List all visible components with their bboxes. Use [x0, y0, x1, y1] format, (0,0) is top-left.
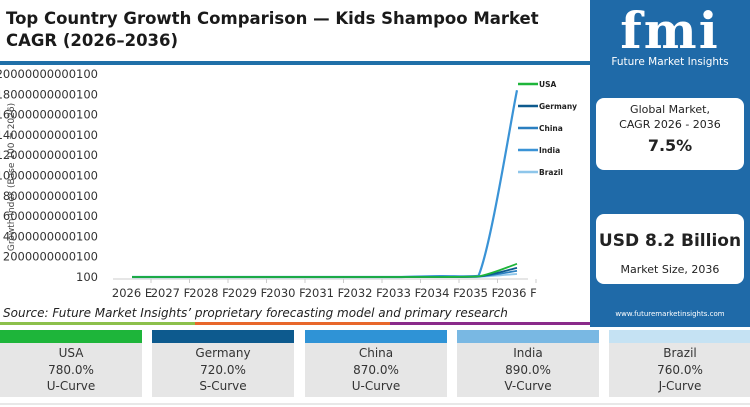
x-tick-label: 2031 F — [305, 286, 345, 300]
card-growth: 760.0% — [657, 362, 703, 377]
card-color-strip — [152, 330, 294, 343]
x-tick-label: 2030 F — [266, 286, 306, 300]
x-tick-label: 2027 F — [151, 286, 191, 300]
x-tick-label: 2032 F — [343, 286, 383, 300]
series-line-usa — [132, 262, 518, 278]
y-axis-title: Growth Index (Base 100 = 2026) — [7, 103, 17, 251]
y-tick-label: 20000000000100 — [0, 67, 98, 81]
y-tick-label: 10000000000100 — [0, 169, 98, 183]
cagr-label-2: CAGR 2026 - 2036 — [619, 118, 721, 131]
card-country: China — [358, 346, 394, 360]
y-tick-label: 4000000000100 — [3, 229, 98, 243]
x-tick-label: 2026 E — [112, 286, 152, 300]
country-card-usa: USA 780.0% U-Curve — [0, 330, 142, 397]
card-curve: U-Curve — [351, 379, 401, 393]
x-tick-label: 2036 F — [497, 286, 537, 300]
source-note: Source: Future Market Insights’ propriet… — [3, 306, 508, 320]
x-tick-label: 2034 F — [420, 286, 460, 300]
y-tick-label: 14000000000100 — [0, 128, 98, 142]
country-card-germany: Germany 720.0% S-Curve — [152, 330, 294, 397]
x-tick-label: 2028 F — [189, 286, 229, 300]
card-curve: J-Curve — [658, 379, 702, 393]
x-tick-label: 2029 F — [228, 286, 268, 300]
legend-label-germany: Germany — [539, 102, 577, 111]
y-tick-label: 18000000000100 — [0, 87, 98, 101]
fmi-logo: fmi — [620, 1, 720, 60]
y-tick-label: 8000000000100 — [3, 189, 98, 203]
card-body: USA 780.0% U-Curve — [0, 343, 142, 397]
card-growth: 720.0% — [200, 362, 246, 377]
bottom-border — [0, 403, 750, 405]
card-body: Brazil 760.0% J-Curve — [609, 343, 750, 397]
card-country: Brazil — [663, 346, 697, 360]
card-color-strip — [305, 330, 447, 343]
cagr-label-1: Global Market, — [630, 103, 710, 116]
country-card-india: India 890.0% V-Curve — [457, 330, 599, 397]
market-size-box: USD 8.2 Billion Market Size, 2036 — [596, 214, 744, 284]
market-size-label: Market Size, 2036 — [620, 263, 720, 276]
card-country: USA — [58, 346, 84, 360]
chart-title: Top Country Growth Comparison — Kids Sha… — [6, 9, 539, 50]
logo-subtitle: Future Market Insights — [611, 56, 729, 68]
legend-label-brazil: Brazil — [539, 168, 563, 177]
y-tick-label: 100 — [76, 270, 98, 284]
country-card-china: China 870.0% U-Curve — [305, 330, 447, 397]
divider-purple — [390, 322, 590, 325]
cagr-value: 7.5% — [647, 136, 693, 155]
divider-orange — [195, 322, 390, 325]
cagr-box: Global Market, CAGR 2026 - 2036 7.5% — [596, 98, 744, 170]
card-country: Germany — [195, 346, 251, 360]
website-link[interactable]: www.futuremarketinsights.com — [615, 310, 725, 318]
legend-label-china: China — [539, 124, 563, 133]
card-curve: S-Curve — [199, 379, 247, 393]
card-curve: U-Curve — [46, 379, 96, 393]
sidebar-panel: fmi Future Market Insights Global Market… — [590, 0, 750, 327]
card-growth: 890.0% — [505, 362, 551, 377]
market-size-value: USD 8.2 Billion — [598, 231, 742, 251]
card-body: Germany 720.0% S-Curve — [152, 343, 294, 397]
card-curve: V-Curve — [504, 379, 552, 393]
line-chart: 100 2000000000100 4000000000100 60000000001… — [0, 67, 577, 300]
y-tick-label: 12000000000100 — [0, 148, 98, 162]
card-body: China 870.0% U-Curve — [305, 343, 447, 397]
x-tick-label: 2033 F — [382, 286, 422, 300]
card-color-strip — [609, 330, 750, 343]
legend-label-usa: USA — [539, 80, 556, 89]
y-tick-label: 6000000000100 — [3, 209, 98, 223]
card-color-strip — [0, 330, 142, 343]
series-line-india — [132, 90, 519, 279]
x-tick-label: 2035 F — [459, 286, 499, 300]
country-card-brazil: Brazil 760.0% J-Curve — [609, 330, 750, 397]
card-color-strip — [457, 330, 599, 343]
y-tick-label: 16000000000100 — [0, 108, 98, 122]
y-tick-label: 2000000000100 — [3, 250, 98, 264]
card-country: India — [513, 346, 543, 360]
card-body: India 890.0% V-Curve — [457, 343, 599, 397]
card-growth: 870.0% — [353, 362, 399, 377]
legend-label-india: India — [539, 146, 560, 155]
title-underline — [0, 61, 590, 65]
divider-green — [0, 322, 195, 325]
card-growth: 780.0% — [48, 362, 94, 377]
